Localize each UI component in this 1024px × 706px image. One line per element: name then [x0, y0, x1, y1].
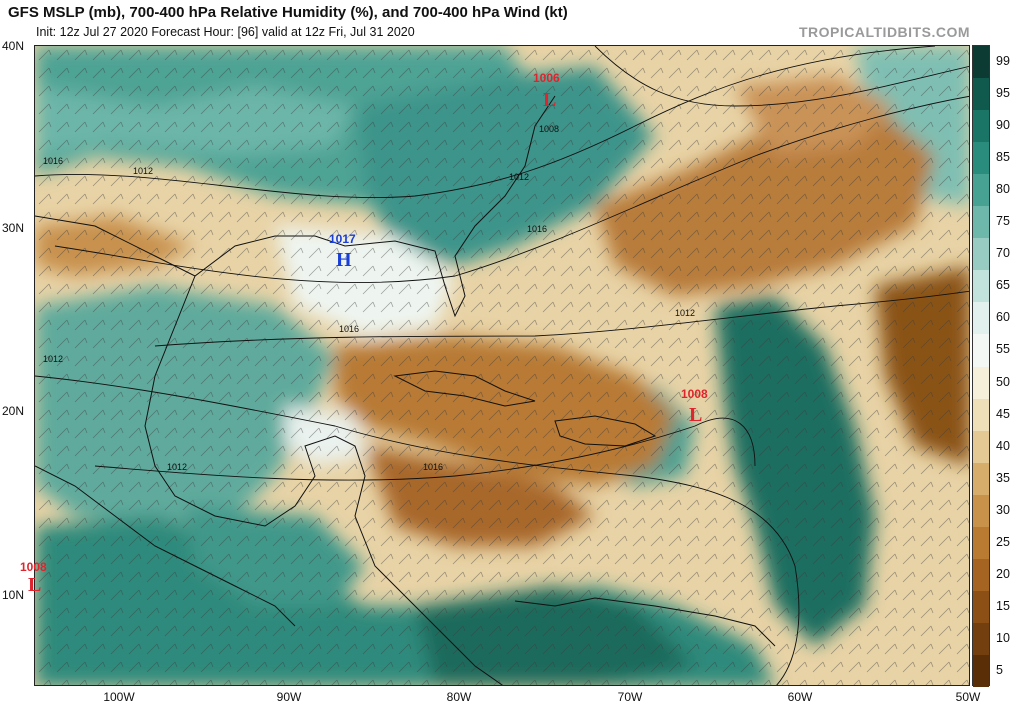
colorbar-label: 30: [996, 502, 1010, 517]
colorbar-segment: [973, 238, 989, 271]
low-pressure-center-north: 1006 L: [533, 71, 560, 111]
colorbar-segment: [973, 110, 989, 143]
lon-label-90w: 90W: [276, 690, 302, 704]
low-pressure-value: 1008: [681, 387, 708, 401]
colorbar-label: 85: [996, 150, 1010, 165]
lon-label-70w: 70W: [617, 690, 643, 704]
isobar-label: 1012: [509, 172, 529, 182]
isobar-labels: 1016 1012 1008 1012 1016 1016 1012 1012 …: [43, 124, 695, 472]
colorbar-segment: [973, 462, 989, 496]
isobar-label: 1016: [527, 224, 547, 234]
colorbar-segment: [973, 174, 989, 207]
low-pressure-value: 1006: [533, 71, 560, 85]
isobar-label: 1012: [675, 308, 695, 318]
colorbar-label: 65: [996, 278, 1010, 293]
colorbar-label: 40: [996, 438, 1010, 453]
colorbar-label: 45: [996, 406, 1010, 421]
colorbar-segment: [973, 334, 989, 367]
humidity-colorbar: [972, 45, 990, 688]
colorbar-segment: [973, 46, 989, 79]
colorbar-label: 60: [996, 310, 1010, 325]
isobar-label: 1016: [43, 156, 63, 166]
high-pressure-symbol: H: [336, 249, 352, 271]
isobars: [35, 46, 969, 685]
lat-label-40n: 40N: [2, 39, 25, 53]
colorbar-segment: [973, 430, 989, 464]
colorbar-segment: [973, 622, 989, 656]
humidity-field: 1016 1012 1008 1012 1016 1016 1012 1012 …: [35, 46, 969, 685]
colorbar-label: 10: [996, 630, 1010, 645]
colorbar-label: 35: [996, 470, 1010, 485]
colorbar-label: 55: [996, 342, 1010, 357]
lon-label-60w: 60W: [787, 690, 813, 704]
high-pressure-center: 1017 H: [329, 232, 356, 271]
isobar-label: 1016: [423, 462, 443, 472]
colorbar-segment: [973, 142, 989, 175]
colorbar-label: 70: [996, 246, 1010, 261]
colorbar-label: 90: [996, 118, 1010, 133]
colorbar-segment: [973, 590, 989, 624]
low-pressure-value-west: 1008: [20, 560, 47, 574]
colorbar-label: 50: [996, 374, 1010, 389]
colorbar-segment: [973, 558, 989, 592]
colorbar-label: 25: [996, 534, 1010, 549]
lat-label-20n: 20N: [2, 404, 25, 418]
map-title: GFS MSLP (mb), 700-400 hPa Relative Humi…: [8, 4, 568, 21]
low-pressure-symbol: L: [543, 89, 556, 111]
isobar-label: 1012: [133, 166, 153, 176]
map-subtitle: Init: 12z Jul 27 2020 Forecast Hour: [96…: [36, 25, 415, 39]
colorbar-label: 5: [996, 662, 1003, 677]
coastlines: [35, 95, 776, 685]
lat-label-30n: 30N: [2, 221, 25, 235]
lon-label-50w: 50W: [955, 690, 981, 704]
colorbar-label: 20: [996, 566, 1010, 581]
isobar-label: 1016: [339, 324, 359, 334]
colorbar-label: 95: [996, 86, 1010, 101]
isobar-label: 1008: [539, 124, 559, 134]
colorbar-segment: [973, 78, 989, 111]
colorbar-segment: [973, 654, 989, 688]
low-pressure-symbol-west: L: [28, 574, 42, 596]
colorbar-segment: [973, 398, 989, 432]
lon-label-80w: 80W: [446, 690, 472, 704]
colorbar-segment: [973, 366, 989, 400]
low-pressure-symbol: L: [689, 404, 702, 426]
isobar-label: 1012: [167, 462, 187, 472]
colorbar-segment: [973, 302, 989, 335]
isobar-label: 1012: [43, 354, 63, 364]
colorbar-label: 15: [996, 598, 1010, 613]
high-pressure-value: 1017: [329, 232, 356, 246]
lon-label-100w: 100W: [103, 690, 135, 704]
lat-label-10n: 10N: [2, 588, 25, 602]
colorbar-label: 80: [996, 182, 1010, 197]
colorbar-segment: [973, 526, 989, 560]
colorbar-segment: [973, 206, 989, 239]
low-pressure-center-atlantic: 1008 L: [681, 387, 708, 426]
colorbar-label: 99: [996, 54, 1010, 69]
colorbar-segment: [973, 494, 989, 528]
source-credit: TROPICALTIDBITS.COM: [798, 24, 970, 40]
colorbar-segment: [973, 270, 989, 303]
weather-map: 1016 1012 1008 1012 1016 1016 1012 1012 …: [34, 45, 970, 686]
colorbar-label: 75: [996, 214, 1010, 229]
